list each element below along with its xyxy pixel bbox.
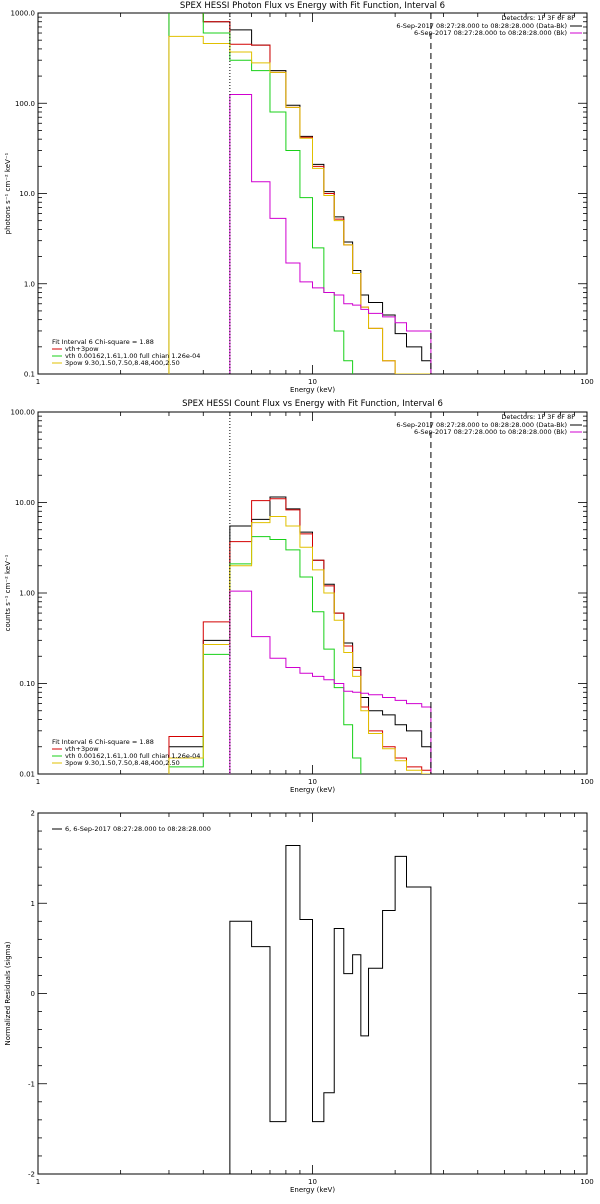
legend-entry-text: 6, 6-Sep-2017 08:27:28.000 to 08:28:28.0… xyxy=(65,825,211,833)
legend-entry-text: 6-Sep-2017 08:27:28.000 to 08:28:28.000 … xyxy=(396,421,567,429)
chart-title: SPEX HESSI Count Flux vs Energy with Fit… xyxy=(182,399,443,409)
y-tick-label: 10.0 xyxy=(19,190,35,198)
legend-entry-text: 6-Sep-2017 08:27:28.000 to 08:28:28.000 … xyxy=(414,428,567,436)
legend-fit-header: Fit Interval 6 Chi-square = 1.88 xyxy=(52,338,154,346)
y-tick-label: 0.01 xyxy=(19,771,35,779)
legend-fit-header: Fit Interval 6 Chi-square = 1.88 xyxy=(52,738,154,746)
x-axis-label: Energy (keV) xyxy=(290,786,335,794)
series-line-black xyxy=(229,844,432,1174)
data-layer xyxy=(168,496,432,774)
series-line-red xyxy=(168,13,432,374)
series-line-magenta xyxy=(229,94,432,374)
y-tick-label: 1 xyxy=(31,900,35,908)
x-tick-label: 10 xyxy=(308,1178,317,1186)
legend-entry-text: 3pow 9.30,1.50,7.50,8.48,400,2.50 xyxy=(65,359,180,367)
series-line-green xyxy=(168,536,362,774)
x-tick-label: 1 xyxy=(36,378,40,386)
legend-entry-text: vth 0.00162,1.61,1.00 full chian 1.26e-0… xyxy=(65,352,200,360)
y-axis-label: counts s⁻¹ cm⁻² keV⁻¹ xyxy=(4,554,12,631)
y-tick-label: 2 xyxy=(31,810,35,818)
y-tick-label: -1 xyxy=(28,1080,35,1088)
x-tick-label: 10 xyxy=(308,778,317,786)
series-line-black xyxy=(168,13,432,374)
y-tick-label: 0.1 xyxy=(24,371,35,379)
y-tick-label: 1.00 xyxy=(19,590,35,598)
y-tick-label: -2 xyxy=(28,1171,35,1179)
series-line-yellow xyxy=(168,516,432,774)
y-tick-label: 1.0 xyxy=(24,280,35,288)
y-tick-label: 100.0 xyxy=(15,100,35,108)
data-layer xyxy=(229,844,432,1174)
plot-frame xyxy=(37,12,588,375)
legend-detectors: Detectors: 1F 3F 6F 8F xyxy=(501,413,575,421)
series-line-magenta xyxy=(229,590,432,774)
y-tick-label: 0.10 xyxy=(19,680,35,688)
x-tick-label: 100 xyxy=(580,378,593,386)
legend-detectors: Detectors: 1F 3F 6F 8F xyxy=(501,14,575,22)
legend-entry-text: vth 0.00162,1.61,1.00 full chian 1.26e-0… xyxy=(65,752,200,760)
legend-entry-text: 6-Sep-2017 08:27:28.000 to 08:28:28.000 … xyxy=(396,22,567,30)
x-tick-label: 1 xyxy=(36,778,40,786)
x-axis-label: Energy (keV) xyxy=(290,1186,335,1194)
chart-panel-3: 1 10 100 Energy (keV) -2 -1 0 1 2 Normalized Resi… xyxy=(4,810,594,1195)
x-tick-label: 100 xyxy=(580,778,593,786)
y-tick-label: 10.00 xyxy=(15,499,35,507)
x-tick-label: 10 xyxy=(308,378,317,386)
y-tick-label: 0 xyxy=(31,990,35,998)
series-line-yellow xyxy=(168,35,432,374)
legend-entry-text: vth+3pow xyxy=(65,345,99,353)
legend-entry-text: 3pow 9.30,1.50,7.50,8.48,400,2.50 xyxy=(65,759,180,767)
y-tick-label: 1000.0 xyxy=(11,10,36,18)
x-axis-label: Energy (keV) xyxy=(290,386,335,394)
series-line-green xyxy=(168,13,354,374)
legend-entry-text: 6-Sep-2017 08:27:28.000 to 08:28:28.000 … xyxy=(414,29,567,37)
data-layer xyxy=(168,13,432,374)
y-tick-label: 100.00 xyxy=(11,409,36,417)
chart-panel-2: SPEX HESSI Count Flux vs Energy with Fit… xyxy=(4,399,594,794)
y-axis-label: Normalized Residuals (sigma) xyxy=(4,941,12,1045)
legend-entry-text: vth+3pow xyxy=(65,745,99,753)
x-tick-label: 1 xyxy=(36,1178,40,1186)
chart-title: SPEX HESSI Photon Flux vs Energy with Fi… xyxy=(180,1,445,11)
x-tick-label: 100 xyxy=(580,1178,593,1186)
y-axis-label: photons s⁻¹ cm⁻² keV⁻¹ xyxy=(4,152,12,234)
chart-panel-1: SPEX HESSI Photon Flux vs Energy with Fi… xyxy=(4,1,594,394)
